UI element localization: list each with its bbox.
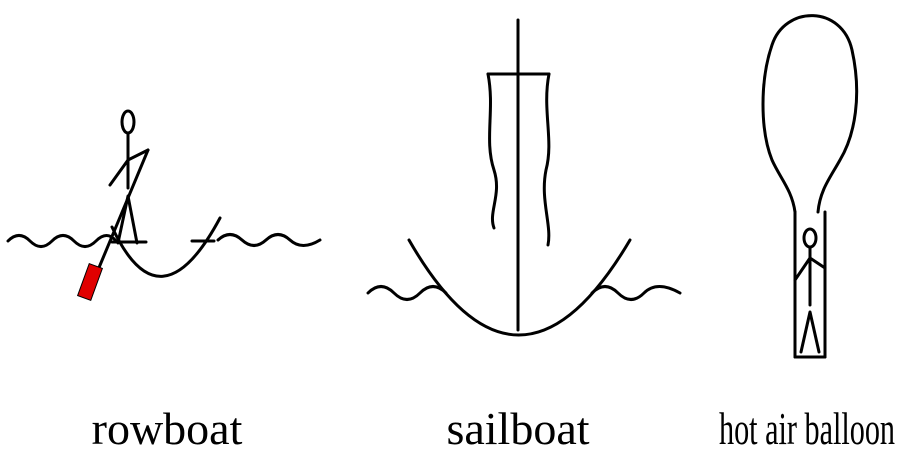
rower-head — [120, 109, 136, 135]
oar-shaft — [96, 148, 150, 272]
sailboat-water-left — [366, 285, 448, 301]
passenger-arm-right — [808, 256, 827, 270]
balloon-drawing — [761, 14, 859, 359]
oar-blade — [76, 262, 104, 302]
passenger-head — [802, 227, 818, 249]
hot-air-balloon-label: hot air balloon — [719, 403, 895, 454]
sailboat-label: sailboat — [446, 403, 589, 454]
sailboat-drawing — [366, 18, 682, 337]
passenger-legs — [799, 310, 821, 354]
rowboat-hull — [110, 216, 222, 278]
sailboat-water-right — [590, 285, 682, 301]
sail-left-edge — [486, 72, 499, 230]
sailboat-hull — [407, 238, 632, 337]
sail-right-edge — [542, 72, 551, 247]
rowboat-drawing — [6, 109, 322, 278]
balloon-envelope — [761, 14, 859, 214]
rower-arm-2 — [126, 148, 150, 162]
rowboat-label: rowboat — [92, 403, 243, 454]
rower-arm — [108, 158, 130, 187]
passenger-arm-left — [793, 256, 812, 282]
rowboat-water-left — [6, 234, 118, 248]
rowboat-water-right — [216, 233, 322, 247]
